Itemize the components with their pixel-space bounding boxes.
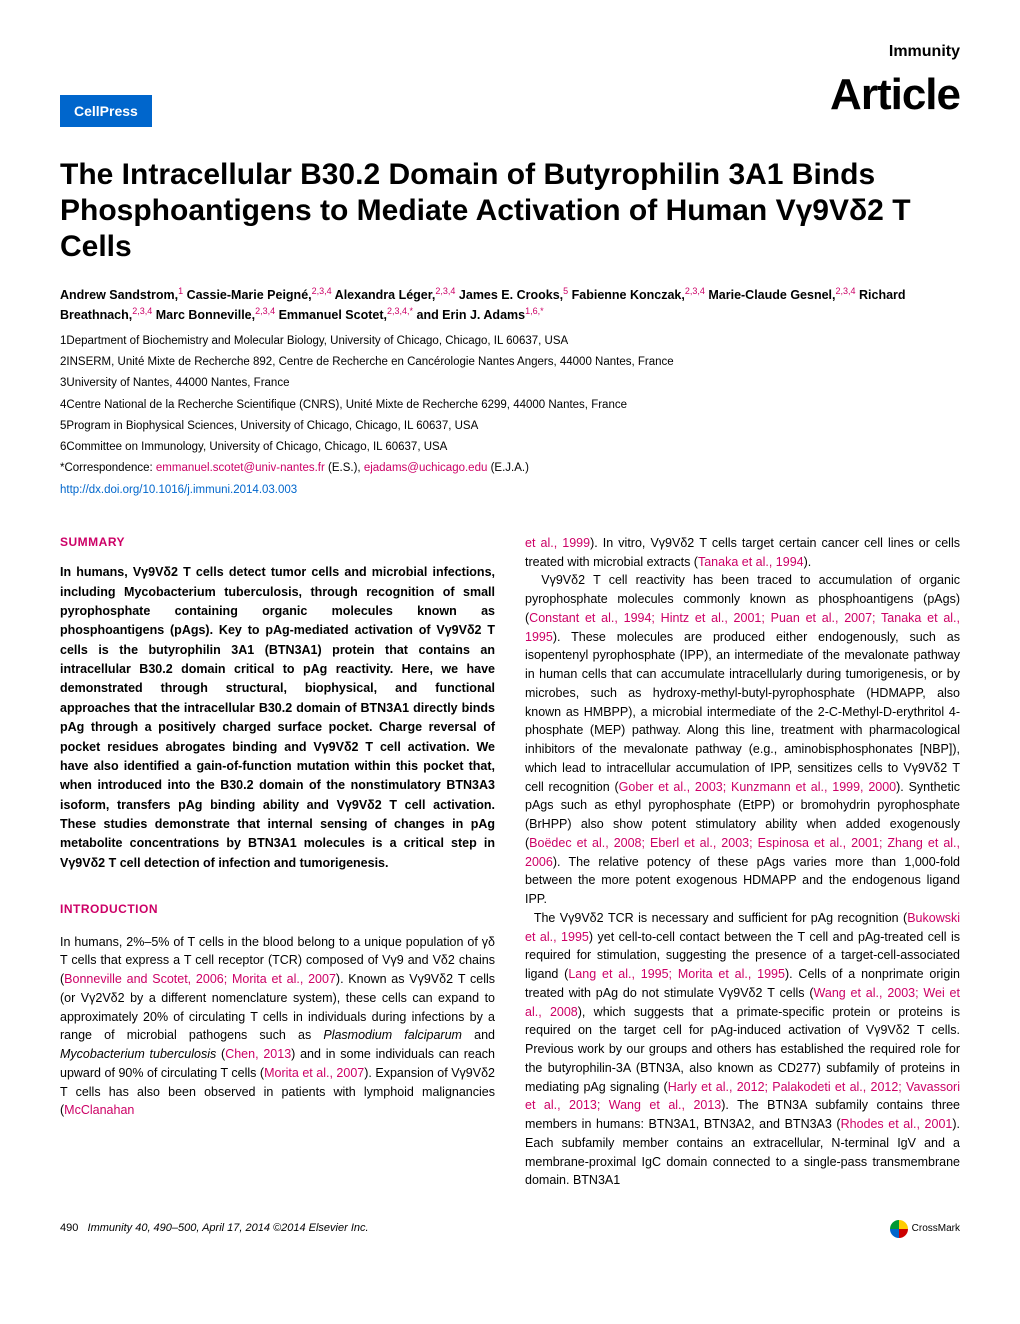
affiliation: 5Program in Biophysical Sciences, Univer…	[60, 418, 960, 435]
journal-name: Immunity	[830, 40, 960, 63]
crossmark-label: CrossMark	[912, 1222, 960, 1237]
introduction-col1: In humans, 2%–5% of T cells in the blood…	[60, 933, 495, 1121]
correspondence-mid: (E.S.),	[325, 462, 364, 474]
correspondence-suffix: (E.J.A.)	[487, 462, 529, 474]
right-column: et al., 1999). In vitro, Vγ9Vδ2 T cells …	[525, 534, 960, 1190]
correspondence-prefix: *Correspondence:	[60, 462, 156, 474]
affiliation: 1Department of Biochemistry and Molecula…	[60, 333, 960, 350]
introduction-col2: et al., 1999). In vitro, Vγ9Vδ2 T cells …	[525, 534, 960, 1190]
article-title: The Intracellular B30.2 Domain of Butyro…	[60, 157, 960, 265]
affiliation: 3University of Nantes, 44000 Nantes, Fra…	[60, 375, 960, 392]
journal-block: Immunity Article	[830, 40, 960, 127]
affiliations-block: 1Department of Biochemistry and Molecula…	[60, 333, 960, 499]
doi-line: http://dx.doi.org/10.1016/j.immuni.2014.…	[60, 482, 960, 499]
affiliation: 2INSERM, Unité Mixte de Recherche 892, C…	[60, 354, 960, 371]
summary-heading: SUMMARY	[60, 534, 495, 551]
header-row: CellPress Immunity Article	[60, 40, 960, 127]
affiliation: 6Committee on Immunology, University of …	[60, 439, 960, 456]
two-column-body: SUMMARY In humans, Vγ9Vδ2 T cells detect…	[60, 534, 960, 1190]
page-number: 490	[60, 1222, 78, 1234]
footer-citation: 490 Immunity 40, 490–500, April 17, 2014…	[60, 1221, 369, 1237]
authors-line: Andrew Sandstrom,1 Cassie-Marie Peigné,2…	[60, 285, 960, 325]
article-type: Article	[830, 63, 960, 127]
doi-link[interactable]: http://dx.doi.org/10.1016/j.immuni.2014.…	[60, 484, 297, 496]
publisher-badge: CellPress	[60, 95, 152, 127]
crossmark-badge[interactable]: CrossMark	[890, 1220, 960, 1238]
correspondence-email-link[interactable]: emmanuel.scotet@univ-nantes.fr	[156, 462, 325, 474]
crossmark-icon	[890, 1220, 908, 1238]
left-column: SUMMARY In humans, Vγ9Vδ2 T cells detect…	[60, 534, 495, 1190]
affiliation: 4Centre National de la Recherche Scienti…	[60, 397, 960, 414]
correspondence-email-link[interactable]: ejadams@uchicago.edu	[364, 462, 488, 474]
summary-text: In humans, Vγ9Vδ2 T cells detect tumor c…	[60, 563, 495, 873]
introduction-heading: INTRODUCTION	[60, 901, 495, 918]
correspondence-line: *Correspondence: emmanuel.scotet@univ-na…	[60, 460, 960, 477]
footer-citation-text: Immunity 40, 490–500, April 17, 2014 ©20…	[88, 1222, 369, 1234]
page-footer: 490 Immunity 40, 490–500, April 17, 2014…	[60, 1220, 960, 1238]
